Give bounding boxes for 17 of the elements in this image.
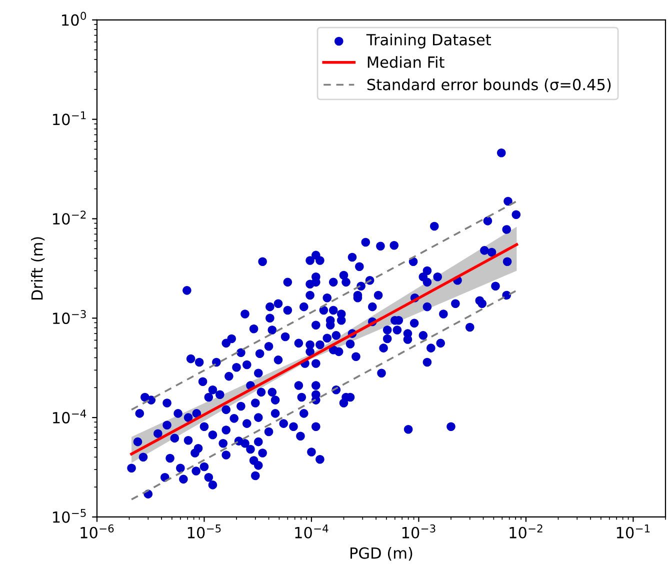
- y-tick-label: 10$^{−4}$: [53, 410, 86, 424]
- x-tick-label: 10$^{−3}$: [402, 524, 436, 538]
- x-tick-label: 10$^{−5}$: [188, 524, 221, 538]
- x-tick-label: 10$^{−4}$: [295, 524, 328, 538]
- y-tick-label: 10$^{−5}$: [53, 509, 86, 523]
- y-tick-label: 10$^{0}$: [62, 12, 86, 26]
- y-tick-label: 10$^{−2}$: [53, 210, 86, 225]
- y-tick-label: 10$^{−1}$: [53, 111, 86, 126]
- x-tick-label: 10$^{−6}$: [80, 524, 114, 538]
- y-axis-title: Drift (m): [31, 237, 45, 300]
- y-tick-label: 10$^{−3}$: [53, 310, 86, 324]
- legend-label: Median Fit: [368, 56, 444, 68]
- x-tick-label: 10$^{−2}$: [510, 524, 542, 538]
- x-tick-label: 10$^{−1}$: [616, 524, 650, 538]
- legend-label: Standard error bounds (σ=0.45): [367, 78, 611, 92]
- legend-label: Training Dataset: [366, 34, 491, 48]
- x-axis-title: PGD (m): [350, 547, 412, 561]
